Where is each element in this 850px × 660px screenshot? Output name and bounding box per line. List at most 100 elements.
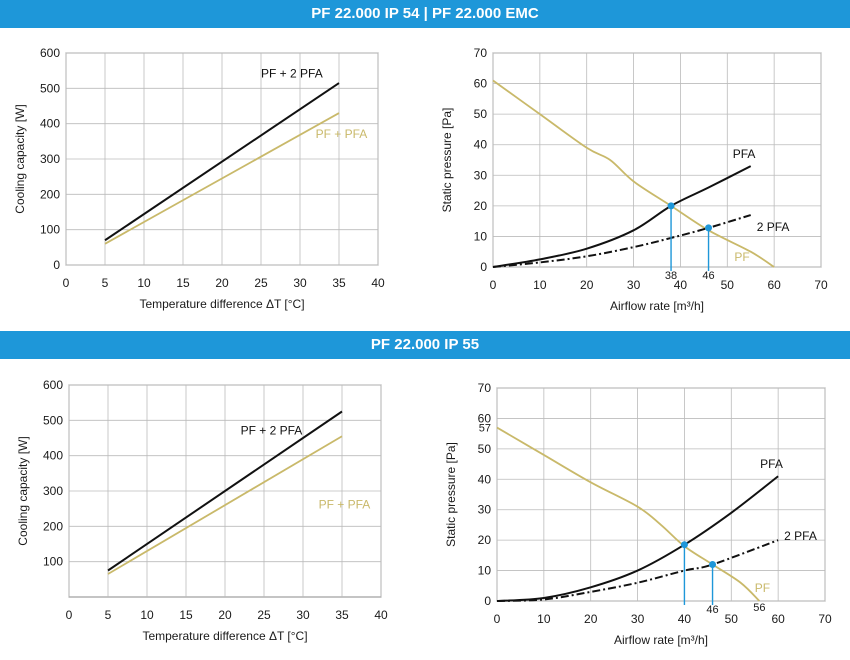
y-tick-label: 200 bbox=[43, 519, 63, 533]
y-tick-label: 0 bbox=[480, 260, 487, 274]
series-line-pf-2-pfa bbox=[107, 410, 343, 572]
plot-area bbox=[496, 387, 826, 602]
x-axis-label: Temperature difference ΔT [°C] bbox=[139, 297, 304, 311]
series-label: PF bbox=[755, 581, 770, 595]
y-tick-label: 500 bbox=[40, 81, 60, 95]
y-tick-label: 20 bbox=[478, 533, 492, 547]
x-tick-label: 50 bbox=[725, 612, 739, 626]
marker-label: 46 bbox=[702, 270, 714, 282]
y-tick-label: 400 bbox=[43, 449, 63, 463]
section-title-bottom: PF 22.000 IP 55 bbox=[0, 331, 850, 359]
marker-label: 38 bbox=[665, 270, 677, 282]
x-tick-label: 20 bbox=[215, 276, 229, 290]
series-label: 2 PFA bbox=[784, 529, 817, 543]
y-tick-label: 200 bbox=[40, 187, 60, 201]
series-line-pfa bbox=[492, 165, 752, 268]
operating-point-marker bbox=[705, 224, 713, 232]
y-tick-label: 0 bbox=[53, 258, 60, 272]
x-tick-label: 0 bbox=[63, 276, 70, 290]
x-tick-label: 25 bbox=[254, 276, 268, 290]
y-tick-label: 30 bbox=[478, 503, 492, 517]
x-axis-label: Airflow rate [m³/h] bbox=[614, 633, 708, 647]
x-tick-label: 40 bbox=[678, 612, 692, 626]
x-tick-label: 0 bbox=[494, 612, 501, 626]
y-tick-label: 40 bbox=[478, 472, 492, 486]
operating-point-marker bbox=[667, 202, 675, 210]
x-tick-label: 10 bbox=[137, 276, 151, 290]
x-tick-label: 10 bbox=[537, 612, 551, 626]
series-label: PF bbox=[734, 250, 749, 264]
x-tick-label: 20 bbox=[218, 608, 232, 622]
chart-3 bbox=[68, 384, 382, 598]
series-label: PF + PFA bbox=[319, 498, 371, 512]
series-line-pf-pfa bbox=[104, 112, 340, 245]
chart-4 bbox=[496, 387, 826, 605]
marker-label: 46 bbox=[706, 604, 718, 616]
x-tick-label: 15 bbox=[176, 276, 190, 290]
y-tick-label: 60 bbox=[474, 77, 488, 91]
x-tick-label: 70 bbox=[814, 278, 828, 292]
y-tick-label: 100 bbox=[40, 223, 60, 237]
y-tick-label: 70 bbox=[474, 46, 488, 60]
plot-area bbox=[492, 52, 822, 268]
x-tick-label: 40 bbox=[371, 276, 385, 290]
series-label: PFA bbox=[733, 147, 756, 161]
y-tick-label: 40 bbox=[474, 138, 488, 152]
x-tick-label: 40 bbox=[674, 278, 688, 292]
x-tick-label: 50 bbox=[721, 278, 735, 292]
x-tick-label: 10 bbox=[140, 608, 154, 622]
curve-end-label: 56 bbox=[753, 602, 765, 614]
x-axis-label: Airflow rate [m³/h] bbox=[610, 299, 704, 313]
series-line-pfa bbox=[496, 475, 779, 602]
y-tick-label: 20 bbox=[474, 199, 488, 213]
x-tick-label: 0 bbox=[66, 608, 73, 622]
x-tick-label: 25 bbox=[257, 608, 271, 622]
x-tick-label: 30 bbox=[627, 278, 641, 292]
y-axis-label: Static pressure [Pa] bbox=[444, 442, 458, 547]
x-tick-label: 0 bbox=[490, 278, 497, 292]
chart-2 bbox=[492, 52, 822, 271]
operating-point-marker bbox=[680, 541, 688, 549]
x-tick-label: 20 bbox=[584, 612, 598, 626]
x-tick-label: 35 bbox=[335, 608, 349, 622]
series-line-pf bbox=[496, 426, 761, 602]
series-line-pf-pfa bbox=[107, 435, 343, 575]
x-tick-label: 30 bbox=[293, 276, 307, 290]
series-label: 2 PFA bbox=[757, 220, 790, 234]
y-tick-label: 500 bbox=[43, 413, 63, 427]
series-line-pf-2-pfa bbox=[104, 82, 340, 242]
x-tick-label: 60 bbox=[767, 278, 781, 292]
y-tick-label: 30 bbox=[474, 168, 488, 182]
y-axis-label: Static pressure [Pa] bbox=[440, 108, 454, 213]
y-tick-label: 0 bbox=[484, 594, 491, 608]
y-tick-label: 50 bbox=[478, 442, 492, 456]
x-tick-label: 5 bbox=[102, 276, 109, 290]
x-tick-label: 30 bbox=[296, 608, 310, 622]
y-tick-label: 600 bbox=[43, 378, 63, 392]
y-tick-label: 50 bbox=[474, 107, 488, 121]
x-tick-label: 60 bbox=[771, 612, 785, 626]
y-axis-label: Cooling capacity [W] bbox=[13, 104, 27, 213]
y-tick-label: 70 bbox=[478, 381, 492, 395]
x-tick-label: 40 bbox=[374, 608, 388, 622]
series-label: PFA bbox=[760, 457, 783, 471]
x-tick-label: 30 bbox=[631, 612, 645, 626]
y-tick-label: 300 bbox=[40, 152, 60, 166]
y-tick-label: 10 bbox=[478, 564, 492, 578]
x-tick-label: 35 bbox=[332, 276, 346, 290]
x-axis-label: Temperature difference ΔT [°C] bbox=[142, 629, 307, 643]
series-label: PF + PFA bbox=[316, 127, 368, 141]
x-tick-label: 15 bbox=[179, 608, 193, 622]
series-label: PF + 2 PFA bbox=[241, 423, 303, 437]
y-tick-label-extra: 57 bbox=[479, 423, 491, 435]
series-label: PF + 2 PFA bbox=[261, 67, 323, 81]
y-tick-label: 300 bbox=[43, 484, 63, 498]
series-line-pf bbox=[492, 79, 775, 268]
x-tick-label: 70 bbox=[818, 612, 832, 626]
chart-1 bbox=[65, 52, 379, 266]
y-tick-label: 100 bbox=[43, 555, 63, 569]
y-tick-label: 400 bbox=[40, 117, 60, 131]
section-title-top: PF 22.000 IP 54 | PF 22.000 EMC bbox=[0, 0, 850, 28]
y-tick-label: 10 bbox=[474, 229, 488, 243]
